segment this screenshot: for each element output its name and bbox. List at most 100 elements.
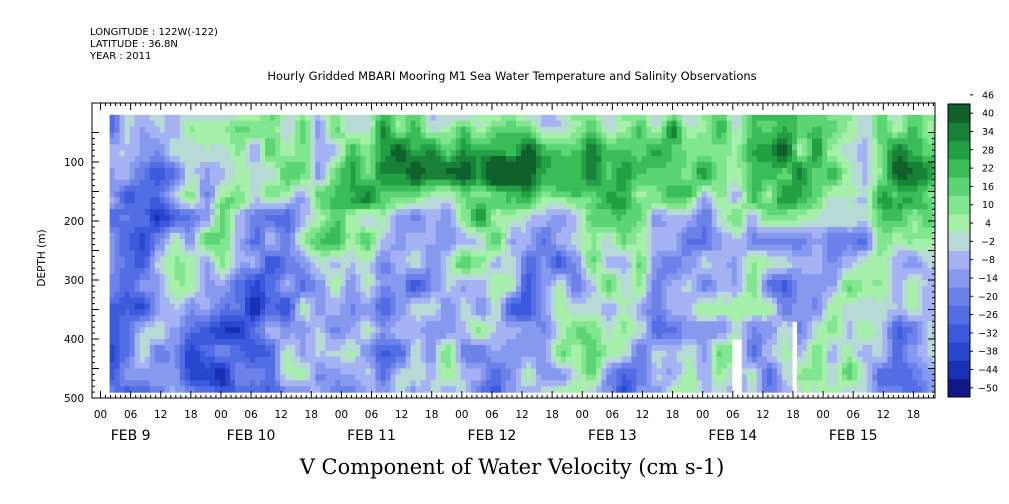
heatmap-cell <box>566 356 572 364</box>
heatmap-cell <box>420 203 427 210</box>
heatmap-cell <box>526 232 532 240</box>
heatmap-cell <box>285 215 291 222</box>
heatmap-cell <box>184 280 191 287</box>
heatmap-cell <box>355 386 362 393</box>
heatmap-cell <box>551 244 557 252</box>
heatmap-cell <box>260 203 266 210</box>
heatmap-cell <box>139 167 146 175</box>
heatmap-cell <box>119 362 126 370</box>
heatmap-cell <box>435 167 442 175</box>
heatmap-cell <box>596 185 602 193</box>
heatmap-cell <box>330 309 336 316</box>
heatmap-cell <box>194 291 201 299</box>
heatmap-cell <box>415 203 422 210</box>
heatmap-cell <box>621 144 627 151</box>
heatmap-cell <box>219 203 226 210</box>
heatmap-cell <box>295 120 301 128</box>
heatmap-cell <box>591 132 597 139</box>
heatmap-cell <box>240 250 246 257</box>
heatmap-cell <box>240 209 246 216</box>
heatmap-cell <box>531 162 537 169</box>
heatmap-cell <box>159 262 166 269</box>
heatmap-cell <box>611 197 617 204</box>
heatmap-cell <box>621 162 627 169</box>
heatmap-cell <box>240 309 246 316</box>
heatmap-cell <box>405 185 412 193</box>
heatmap-cell <box>500 268 507 275</box>
heatmap-cell <box>591 150 597 157</box>
heatmap-cell <box>546 280 552 287</box>
heatmap-cell <box>531 339 537 346</box>
heatmap-cell <box>335 185 341 193</box>
heatmap-cell <box>561 350 567 358</box>
heatmap-cell <box>219 114 226 122</box>
heatmap-cell <box>556 226 562 234</box>
heatmap-cell <box>490 368 497 375</box>
heatmap-cell <box>189 156 196 163</box>
heatmap-cell <box>581 333 587 340</box>
heatmap-cell <box>621 386 627 393</box>
heatmap-cell <box>556 173 562 181</box>
heatmap-cell <box>626 274 633 281</box>
heatmap-cell <box>275 291 281 299</box>
heatmap-cell <box>551 291 557 299</box>
heatmap-cell <box>229 185 236 193</box>
heatmap-cell <box>445 350 452 358</box>
heatmap-cell <box>400 362 407 370</box>
heatmap-cell <box>330 150 336 157</box>
heatmap-cell <box>219 280 226 287</box>
heatmap-cell <box>204 144 211 151</box>
heatmap-cell <box>149 232 156 240</box>
heatmap-cell <box>184 232 191 240</box>
heatmap-cell <box>556 150 562 157</box>
heatmap-cell <box>109 344 116 352</box>
heatmap-cell <box>526 350 532 358</box>
heatmap-cell <box>510 150 517 157</box>
heatmap-cell <box>300 356 306 364</box>
heatmap-cell <box>395 339 402 346</box>
heatmap-cell <box>541 114 547 122</box>
heatmap-cell <box>330 244 336 252</box>
heatmap-cell <box>541 162 547 169</box>
heatmap-cell <box>290 303 296 311</box>
heatmap-cell <box>551 333 557 340</box>
heatmap-cell <box>320 386 326 393</box>
heatmap-cell <box>139 132 146 139</box>
heatmap-cell <box>541 232 547 240</box>
heatmap-cell <box>505 380 512 387</box>
heatmap-cell <box>144 339 151 346</box>
heatmap-cell <box>526 291 532 299</box>
heatmap-cell <box>260 226 266 234</box>
heatmap-cell <box>260 221 266 228</box>
heatmap-cell <box>425 179 432 187</box>
heatmap-cell <box>260 250 266 257</box>
heatmap-cell <box>541 221 547 228</box>
heatmap-cell <box>385 173 392 181</box>
heatmap-cell <box>360 150 367 157</box>
heatmap-cell <box>591 356 597 364</box>
heatmap-cell <box>365 297 372 305</box>
heatmap-cell <box>109 162 116 169</box>
heatmap-cell <box>330 221 336 228</box>
heatmap-cell <box>240 327 246 334</box>
heatmap-cell <box>214 362 221 370</box>
heatmap-cell <box>440 285 447 293</box>
heatmap-cell <box>280 209 286 216</box>
heatmap-cell <box>214 262 221 269</box>
heatmap-cell <box>636 191 643 198</box>
heatmap-cell <box>219 156 226 163</box>
heatmap-cell <box>556 356 562 364</box>
heatmap-cell <box>350 327 357 334</box>
heatmap-cell <box>194 309 201 316</box>
heatmap-cell <box>480 156 487 163</box>
heatmap-cell <box>405 226 412 234</box>
heatmap-cell <box>204 333 211 340</box>
heatmap-cell <box>601 150 607 157</box>
heatmap-cell <box>581 297 587 305</box>
heatmap-cell <box>385 333 392 340</box>
heatmap-cell <box>581 350 587 358</box>
heatmap-cell <box>370 126 377 134</box>
heatmap-cell <box>275 285 281 293</box>
heatmap-cell <box>285 386 291 393</box>
heatmap-cell <box>149 327 156 334</box>
